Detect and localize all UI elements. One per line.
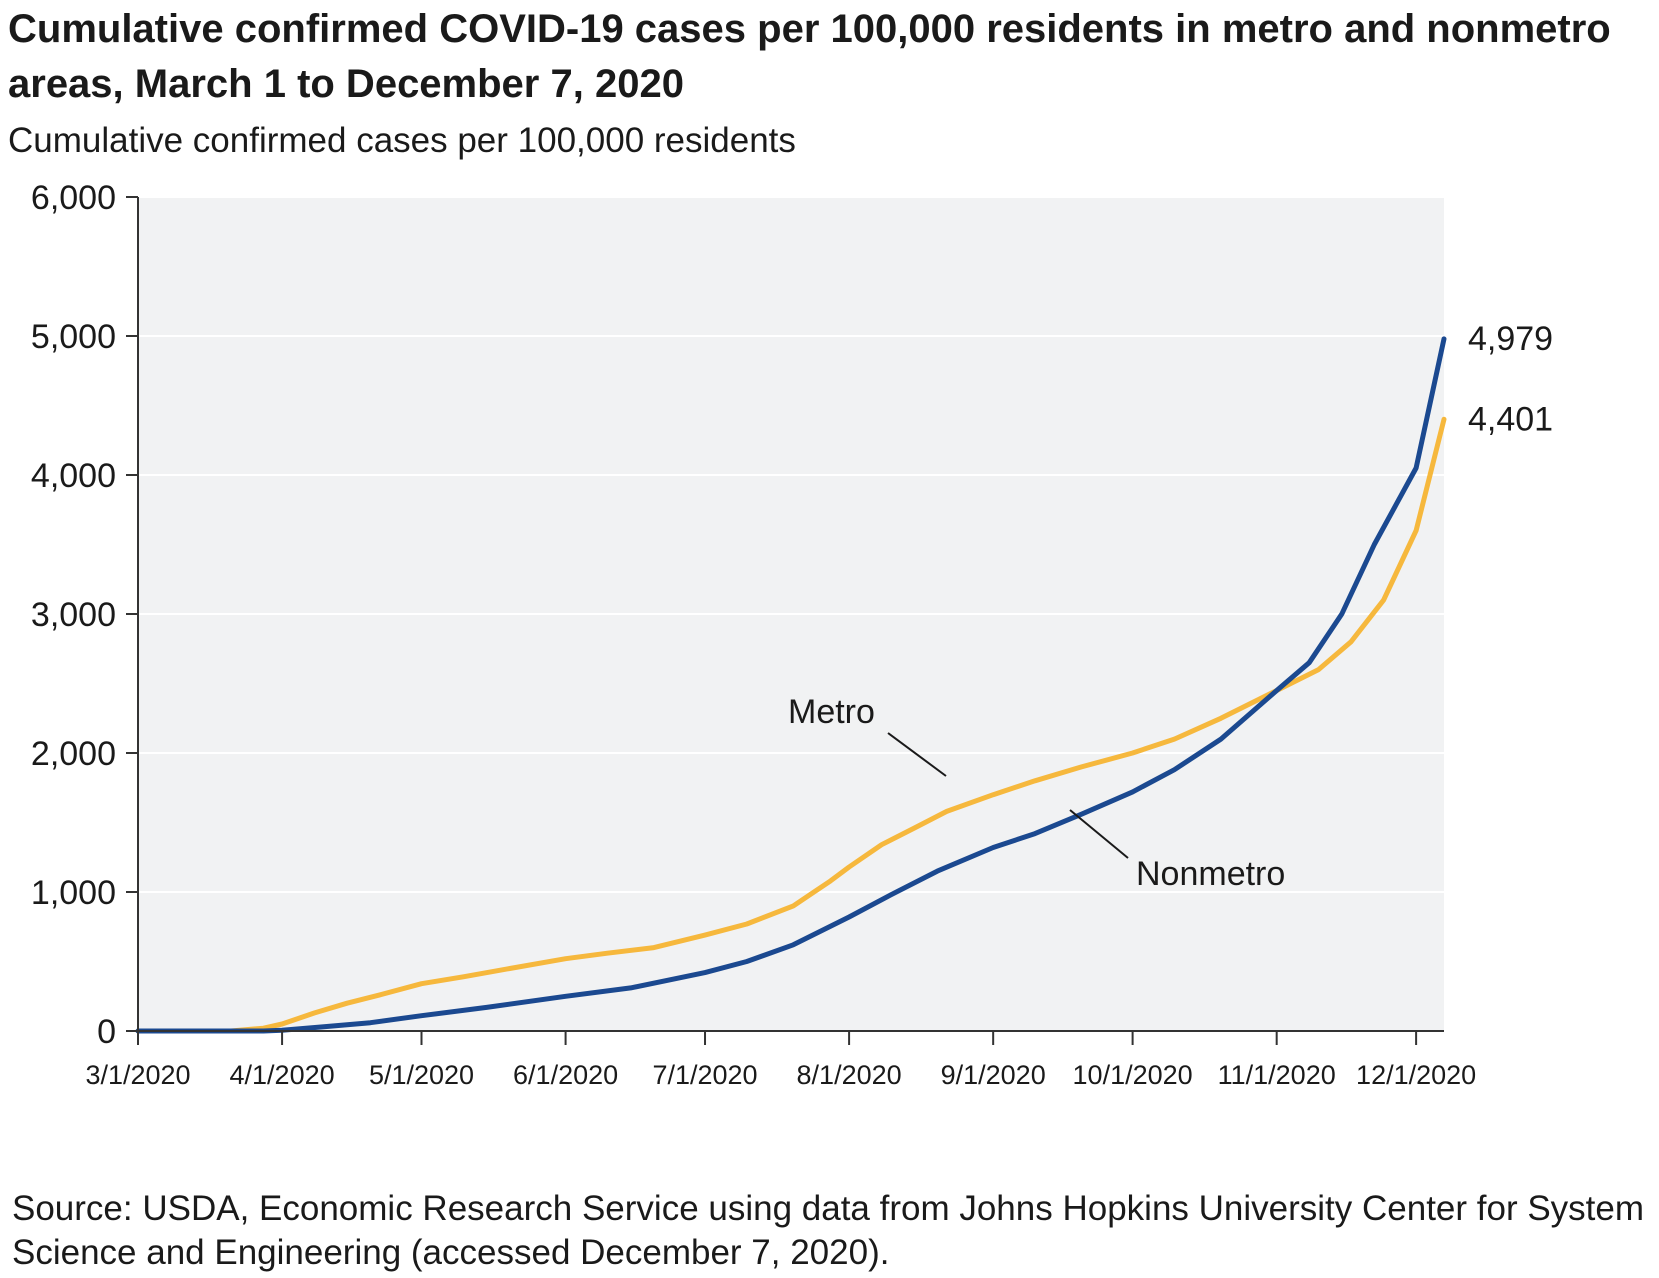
end-label-metro: 4,401	[1468, 400, 1553, 438]
end-label-nonmetro: 4,979	[1468, 320, 1553, 358]
nonmetro-leader-line	[1069, 809, 1129, 859]
x-tick-label: 11/1/2020	[1218, 1060, 1336, 1090]
x-tick-label: 7/1/2020	[652, 1060, 757, 1090]
series-lines	[135, 336, 1447, 1034]
source-note: Source: USDA, Economic Research Service …	[12, 1189, 1645, 1272]
metro-annotation: Metro	[788, 693, 875, 731]
y-tick-label: 2,000	[31, 735, 116, 773]
x-tick-label: 3/1/2020	[85, 1060, 190, 1090]
end-labels: 4,401 4,979	[1468, 320, 1553, 438]
x-tick-label: 6/1/2020	[513, 1060, 618, 1090]
y-tick-label: 4,000	[31, 457, 116, 495]
y-tick-label: 5,000	[31, 318, 116, 356]
y-tick-label: 6,000	[31, 179, 116, 217]
y-axis-ticks: 0 1,000 2,000 3,000 4,000 5,000 6,000	[31, 179, 138, 1051]
y-tick-label: 0	[97, 1013, 116, 1051]
chart-title: Cumulative confirmed COVID-19 cases per …	[8, 7, 1611, 106]
metro-leader-line	[887, 732, 947, 777]
series-line-metro	[135, 416, 1447, 1034]
gridlines	[138, 196, 1444, 893]
series-line-nonmetro	[135, 336, 1447, 1034]
x-tick-label: 9/1/2020	[941, 1060, 1046, 1090]
x-tick-label: 10/1/2020	[1073, 1060, 1193, 1090]
line-chart: 0 1,000 2,000 3,000 4,000 5,000 6,000 3/1/2020…	[31, 179, 1553, 1090]
y-tick-label: 3,000	[31, 596, 116, 634]
y-axis-label: Cumulative confirmed cases per 100,000 r…	[8, 121, 796, 160]
x-tick-label: 12/1/2020	[1356, 1060, 1476, 1090]
x-tick-label: 4/1/2020	[230, 1060, 335, 1090]
x-tick-label: 8/1/2020	[797, 1060, 902, 1090]
y-tick-label: 1,000	[31, 874, 116, 912]
x-axis-ticks: 3/1/2020 4/1/2020 5/1/2020 6/1/2020 7/1/2020…	[85, 1031, 1476, 1090]
nonmetro-annotation: Nonmetro	[1136, 855, 1285, 893]
x-tick-label: 5/1/2020	[369, 1060, 474, 1090]
